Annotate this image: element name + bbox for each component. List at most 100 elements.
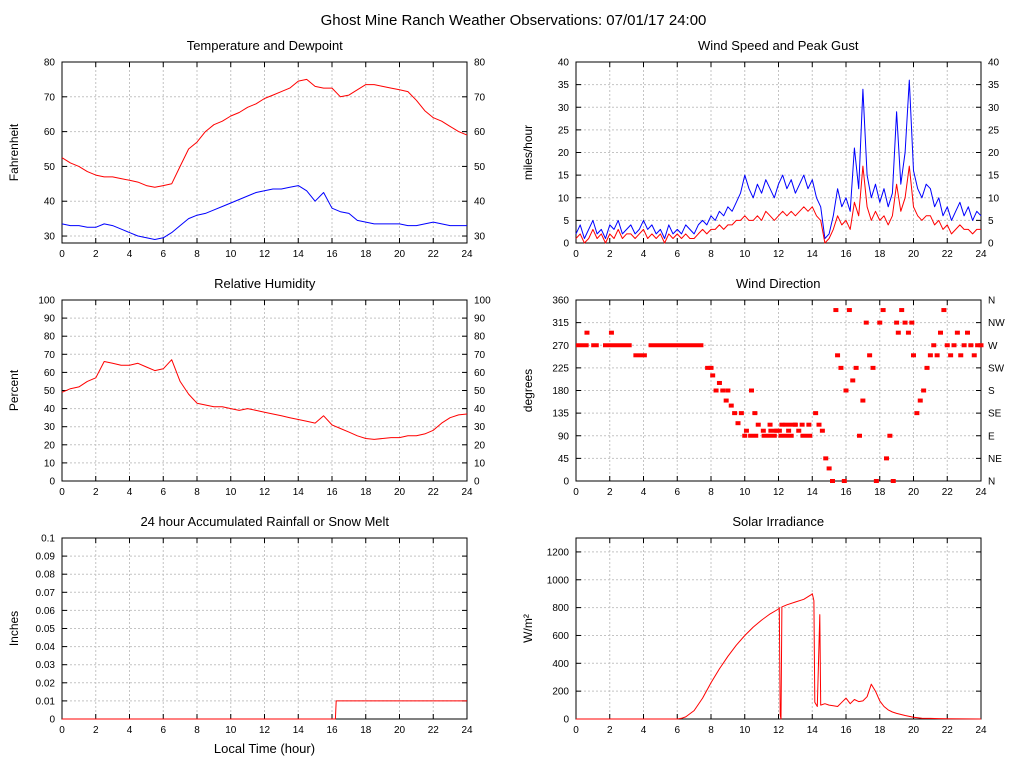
- svg-text:24: 24: [975, 725, 987, 736]
- svg-text:18: 18: [360, 249, 372, 260]
- svg-text:90: 90: [558, 431, 570, 442]
- svg-text:0.07: 0.07: [36, 588, 56, 599]
- svg-text:18: 18: [360, 487, 372, 498]
- svg-text:10: 10: [558, 193, 570, 204]
- svg-text:0: 0: [573, 487, 579, 498]
- svg-text:14: 14: [293, 725, 305, 736]
- svg-text:0: 0: [563, 239, 569, 250]
- svg-text:10: 10: [739, 725, 751, 736]
- svg-text:30: 30: [558, 103, 570, 114]
- svg-text:16: 16: [327, 249, 339, 260]
- svg-text:6: 6: [161, 249, 167, 260]
- svg-text:22: 22: [428, 725, 440, 736]
- svg-text:0.03: 0.03: [36, 660, 56, 671]
- svg-text:315: 315: [552, 318, 569, 329]
- svg-text:20: 20: [394, 487, 406, 498]
- svg-text:0.02: 0.02: [36, 678, 56, 689]
- svg-text:16: 16: [840, 249, 852, 260]
- svg-text:20: 20: [908, 249, 920, 260]
- svg-text:25: 25: [988, 125, 1000, 136]
- svg-text:400: 400: [552, 659, 569, 670]
- wind-direction-panel: Wind Direction 0 2 4 6 8 10 12 14 16 18 20 22 24 0 N 45…: [518, 275, 1023, 507]
- svg-text:60: 60: [474, 127, 486, 138]
- rainfall-title: 24 hour Accumulated Rainfall or Snow Mel…: [140, 514, 390, 529]
- svg-text:30: 30: [474, 232, 486, 243]
- svg-text:SW: SW: [988, 363, 1005, 374]
- solar-irradiance-chart: 0 2 4 6 8 10 12 14 16 18 20 22 240200400600800100012…: [521, 537, 987, 736]
- svg-text:10: 10: [988, 193, 1000, 204]
- temperature-dewpoint-panel: Temperature and Dewpoint 0 2 4 6 8 10 12 14 16 18…: [4, 37, 509, 269]
- svg-text:12: 12: [773, 725, 785, 736]
- svg-text:22: 22: [428, 249, 440, 260]
- svg-text:70: 70: [474, 350, 486, 361]
- svg-text:18: 18: [874, 249, 886, 260]
- svg-text:800: 800: [552, 603, 569, 614]
- svg-text:22: 22: [428, 487, 440, 498]
- svg-text:70: 70: [474, 92, 486, 103]
- svg-text:20: 20: [908, 487, 920, 498]
- svg-text:14: 14: [806, 249, 818, 260]
- svg-text:60: 60: [44, 127, 56, 138]
- svg-text:Local Time (hour): Local Time (hour): [214, 741, 315, 756]
- svg-text:35: 35: [558, 80, 570, 91]
- svg-text:200: 200: [552, 687, 569, 698]
- svg-text:6: 6: [674, 725, 680, 736]
- svg-text:20: 20: [988, 148, 1000, 159]
- svg-text:40: 40: [44, 197, 56, 208]
- svg-text:8: 8: [708, 487, 714, 498]
- svg-text:0: 0: [59, 487, 65, 498]
- svg-text:45: 45: [558, 454, 570, 465]
- svg-text:180: 180: [552, 386, 569, 397]
- svg-text:6: 6: [674, 249, 680, 260]
- svg-text:30: 30: [474, 422, 486, 433]
- svg-text:10: 10: [225, 725, 237, 736]
- svg-text:30: 30: [988, 103, 1000, 114]
- svg-text:8: 8: [194, 725, 200, 736]
- svg-text:100: 100: [39, 296, 56, 307]
- svg-text:60: 60: [474, 368, 486, 379]
- solar-irradiance-panel: Solar Irradiance 0 2 4 6 8 10 12 14 16 18 20 22 24 0 2…: [518, 513, 1023, 745]
- svg-text:270: 270: [552, 341, 569, 352]
- svg-text:W: W: [988, 341, 998, 352]
- svg-text:6: 6: [161, 725, 167, 736]
- svg-text:40: 40: [558, 58, 570, 69]
- svg-text:50: 50: [474, 162, 486, 173]
- svg-text:8: 8: [708, 725, 714, 736]
- svg-text:miles/hour: miles/hour: [521, 125, 535, 180]
- svg-text:2: 2: [93, 249, 99, 260]
- svg-text:1200: 1200: [547, 547, 570, 558]
- svg-text:12: 12: [259, 725, 271, 736]
- svg-text:22: 22: [941, 249, 953, 260]
- svg-text:22: 22: [941, 487, 953, 498]
- svg-text:Inches: Inches: [7, 611, 21, 646]
- svg-text:2: 2: [607, 487, 613, 498]
- svg-text:70: 70: [44, 92, 56, 103]
- svg-text:14: 14: [293, 249, 305, 260]
- svg-text:50: 50: [44, 162, 56, 173]
- svg-text:5: 5: [563, 216, 569, 227]
- svg-text:8: 8: [708, 249, 714, 260]
- svg-text:NE: NE: [988, 454, 1002, 465]
- svg-text:0.08: 0.08: [36, 570, 56, 581]
- svg-text:35: 35: [988, 80, 1000, 91]
- svg-text:60: 60: [44, 368, 56, 379]
- svg-text:4: 4: [640, 725, 646, 736]
- svg-text:225: 225: [552, 363, 569, 374]
- svg-text:6: 6: [161, 487, 167, 498]
- svg-text:12: 12: [773, 249, 785, 260]
- svg-text:0: 0: [474, 477, 480, 488]
- svg-text:0: 0: [50, 715, 56, 726]
- svg-text:0.09: 0.09: [36, 552, 56, 563]
- svg-text:12: 12: [773, 487, 785, 498]
- svg-text:5: 5: [988, 216, 994, 227]
- svg-text:6: 6: [674, 487, 680, 498]
- svg-text:N: N: [988, 296, 995, 307]
- svg-text:4: 4: [127, 249, 133, 260]
- solar-irradiance-title: Solar Irradiance: [732, 514, 825, 529]
- svg-text:15: 15: [988, 171, 1000, 182]
- svg-text:0.06: 0.06: [36, 606, 56, 617]
- rainfall-panel: 24 hour Accumulated Rainfall or Snow Mel…: [4, 513, 509, 759]
- svg-text:0: 0: [988, 239, 994, 250]
- svg-text:10: 10: [44, 458, 56, 469]
